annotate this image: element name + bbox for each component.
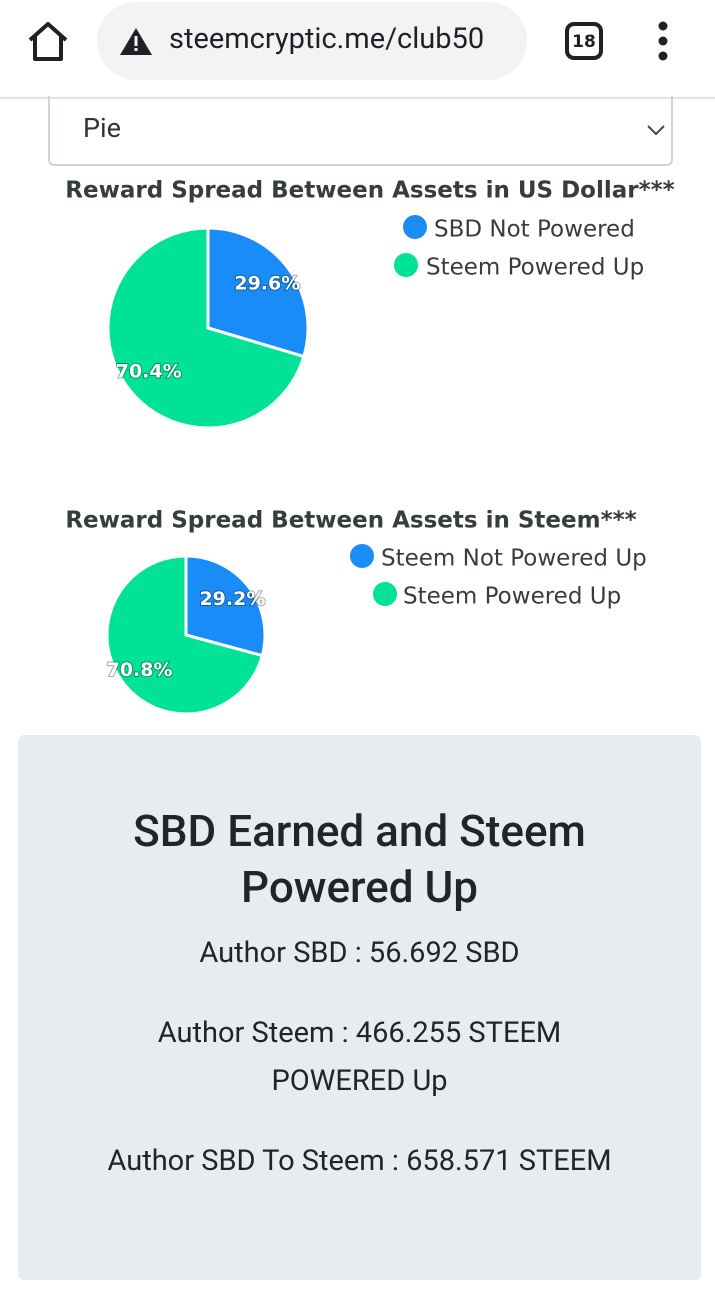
- tab-switcher[interactable]: 18: [564, 21, 604, 61]
- legend-label: SBD Not Powered: [434, 217, 635, 243]
- legend-label: Steem Powered Up: [403, 584, 621, 610]
- select-value: Pie: [83, 112, 121, 144]
- tab-count: 18: [572, 32, 596, 52]
- legend-marker: [403, 215, 427, 239]
- charts: Reward Spread Between Assets in US Dolla…: [65, 178, 675, 716]
- chart-title: Reward Spread Between Assets in US Dolla…: [65, 178, 674, 204]
- menu-button[interactable]: [653, 20, 673, 64]
- data-label: 70.8%: [107, 659, 173, 681]
- legend-label: Steem Powered Up: [426, 255, 644, 281]
- chevron: [647, 125, 665, 136]
- pie-slice: [184, 554, 267, 658]
- summary-line: Author SBD To Steem : 658.571 STEEM: [107, 1144, 612, 1178]
- home-button[interactable]: [26, 20, 70, 64]
- legend-marker: [373, 582, 397, 606]
- browser-toolbar: steemcryptic.me/club50 18: [0, 0, 715, 99]
- url-bar[interactable]: steemcryptic.me/club50: [97, 2, 527, 80]
- summary-line: Author SBD : 56.692 SBD: [199, 936, 520, 970]
- legend-marker: [394, 253, 418, 277]
- chart-type-select[interactable]: Pie: [48, 96, 673, 166]
- legend-marker: [350, 544, 374, 568]
- legend-label: Steem Not Powered Up: [381, 546, 647, 572]
- chart-title: Reward Spread Between Assets in Steem***: [65, 508, 636, 534]
- url-text: steemcryptic.me/club50: [169, 22, 485, 56]
- summary-line: Author Steem : 466.255 STEEM POWERED Up: [157, 1016, 562, 1098]
- summary-title: SBD Earned and Steem Powered Up: [133, 805, 586, 913]
- data-label: 29.6%: [234, 272, 300, 294]
- summary-card: SBD Earned and Steem Powered Up Author S…: [18, 735, 701, 1280]
- pie-slice: [206, 226, 310, 359]
- pie-slice: [106, 226, 306, 430]
- data-label: 70.4%: [116, 361, 182, 383]
- data-label: 29.2%: [199, 588, 265, 610]
- pie-slice: [105, 554, 265, 716]
- warning-icon: [120, 28, 152, 55]
